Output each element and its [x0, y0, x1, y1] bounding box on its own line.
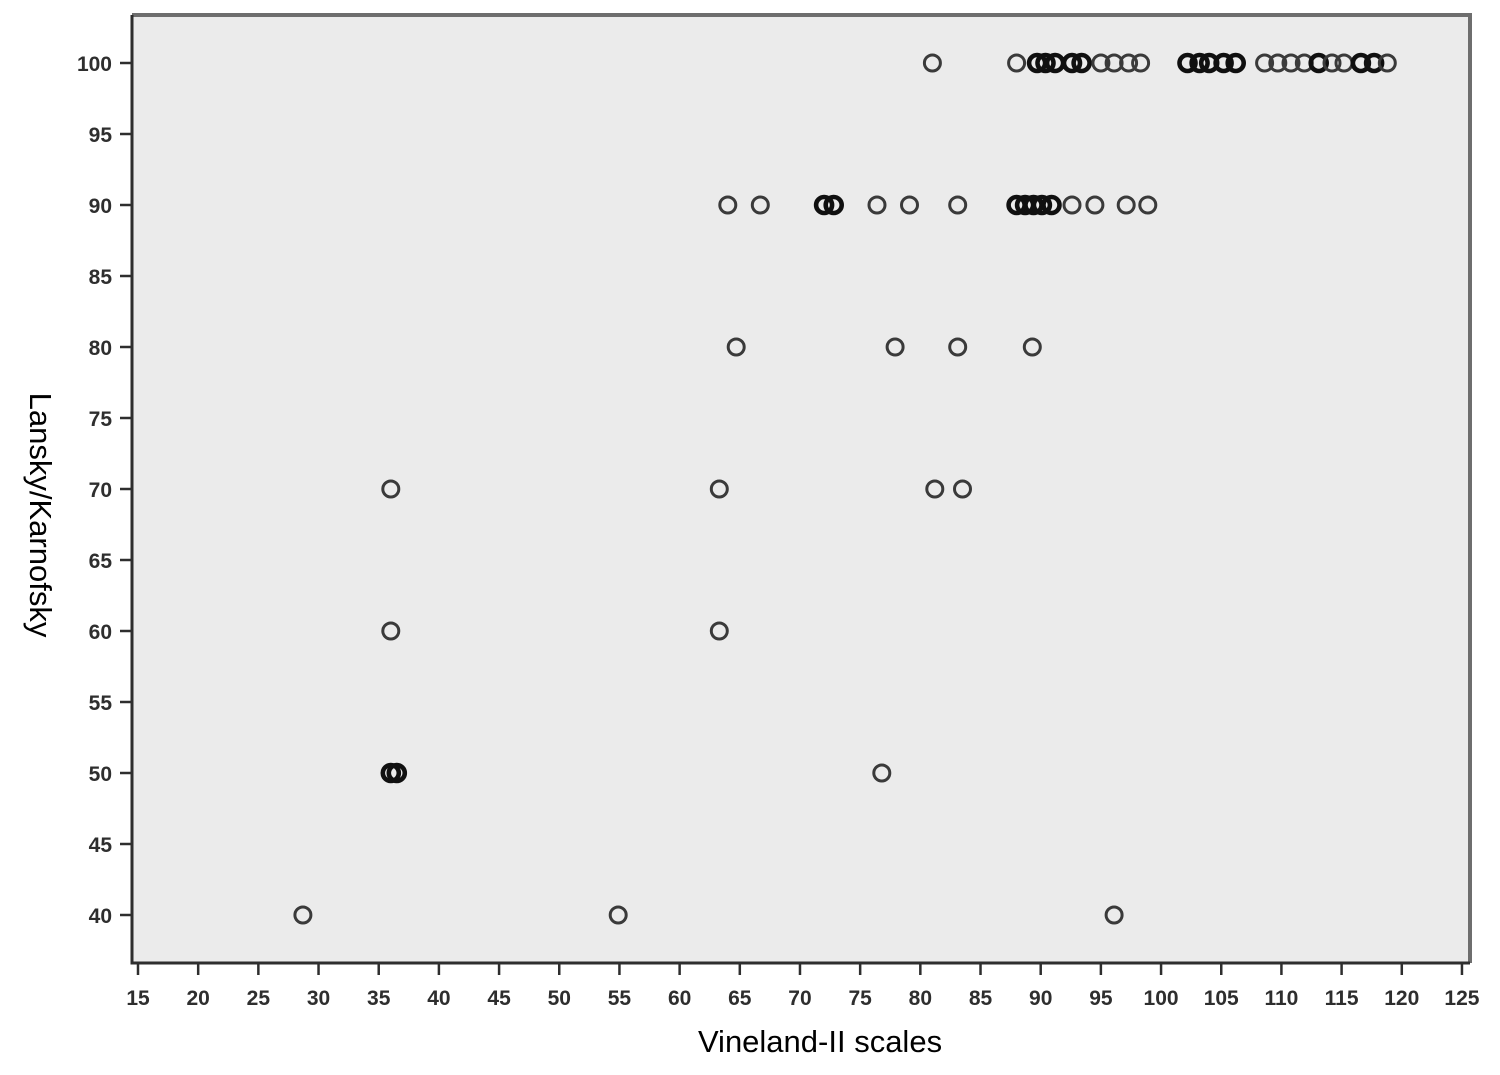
y-tick-label: 60: [89, 621, 112, 644]
x-tick-label: 20: [187, 987, 210, 1010]
data-point: [726, 337, 746, 357]
data-point: [1350, 52, 1372, 74]
y-tick-label: 75: [89, 408, 113, 431]
y-tick-label: 80: [89, 337, 112, 360]
x-tick-label: 75: [848, 987, 872, 1010]
data-point: [1022, 337, 1042, 357]
x-tick-label: 50: [548, 987, 571, 1010]
tick-labels: 15 20 25 30 35 40 45 50 55 60 65 70 75 80 85 90 95 100 105…: [77, 53, 1480, 1010]
data-point: [709, 621, 729, 641]
data-point: [750, 195, 770, 215]
data-point: [1255, 53, 1275, 73]
data-point: [1322, 53, 1342, 73]
data-point: [1377, 53, 1397, 73]
x-tick-label: 80: [909, 987, 932, 1010]
data-points: [293, 52, 1397, 925]
x-tick-label: 105: [1204, 987, 1239, 1010]
y-axis-title: Lansky/Karnofsky: [23, 393, 58, 638]
data-point: [1062, 195, 1082, 215]
y-tick-label: 65: [89, 550, 113, 573]
data-point: [900, 195, 919, 215]
data-point: [1189, 52, 1210, 74]
x-tick-label: 35: [367, 987, 391, 1010]
data-point: [925, 479, 945, 499]
x-tick-label: 115: [1325, 987, 1359, 1010]
data-point: [709, 479, 729, 499]
data-point: [823, 194, 845, 216]
y-tick-label: 45: [89, 834, 113, 857]
y-tick-label: 55: [89, 692, 113, 715]
x-tick-label: 70: [788, 987, 811, 1010]
data-point: [948, 337, 968, 357]
x-tick-label: 85: [969, 987, 993, 1010]
x-tick-label: 110: [1264, 987, 1298, 1010]
x-tick-label: 25: [247, 987, 271, 1010]
data-point: [381, 479, 401, 499]
x-tick-label: 45: [487, 987, 511, 1010]
data-point: [922, 53, 942, 73]
data-point: [1104, 905, 1124, 925]
tick-marks: [120, 61, 1464, 975]
data-point: [1177, 52, 1198, 74]
y-tick-label: 85: [89, 266, 113, 289]
data-point: [1119, 53, 1139, 73]
data-point: [1363, 52, 1385, 74]
data-point: [1091, 53, 1111, 73]
data-point: [885, 337, 905, 357]
data-point: [1061, 52, 1083, 74]
x-tick-label: 90: [1029, 987, 1052, 1010]
plot-area: [132, 15, 1470, 963]
x-tick-label: 120: [1384, 987, 1419, 1010]
y-tick-label: 50: [89, 763, 112, 786]
data-point: [1225, 52, 1246, 74]
x-axis-title: Vineland-II scales: [698, 1024, 942, 1059]
x-tick-label: 95: [1089, 987, 1113, 1010]
data-point: [1138, 195, 1158, 215]
y-tick-label: 40: [89, 905, 112, 928]
plot-frame: [132, 13, 1472, 963]
data-point: [1031, 194, 1053, 216]
x-tick-label: 15: [126, 987, 150, 1010]
y-tick-label: 95: [89, 124, 113, 147]
data-point: [1131, 53, 1151, 73]
data-point: [1213, 52, 1234, 74]
y-tick-label: 70: [89, 479, 112, 502]
x-tick-label: 65: [728, 987, 752, 1010]
data-point: [813, 194, 835, 216]
x-tick-label: 100: [1144, 987, 1179, 1010]
x-tick-label: 60: [668, 987, 691, 1010]
y-tick-label: 100: [77, 53, 112, 76]
data-point: [953, 479, 972, 499]
y-tick-label: 90: [89, 195, 112, 218]
x-tick-label: 30: [307, 987, 330, 1010]
data-point: [872, 763, 892, 783]
data-point: [386, 762, 408, 784]
data-point: [1041, 194, 1062, 216]
data-point: [1268, 53, 1288, 73]
data-point: [1035, 52, 1056, 74]
x-tick-label: 125: [1444, 987, 1479, 1010]
x-tick-label: 40: [427, 987, 450, 1010]
data-point: [948, 195, 968, 215]
data-point: [381, 621, 401, 641]
data-point: [1007, 53, 1027, 73]
data-point: [608, 905, 628, 925]
data-point: [1071, 52, 1092, 74]
data-point: [867, 195, 887, 215]
data-point: [1116, 195, 1136, 215]
data-point: [718, 195, 738, 215]
data-point: [1281, 53, 1301, 73]
axis-lines: [130, 15, 1470, 965]
data-point: [1308, 52, 1329, 74]
data-point: [1085, 195, 1105, 215]
data-point: [293, 905, 313, 925]
x-tick-label: 55: [608, 987, 632, 1010]
